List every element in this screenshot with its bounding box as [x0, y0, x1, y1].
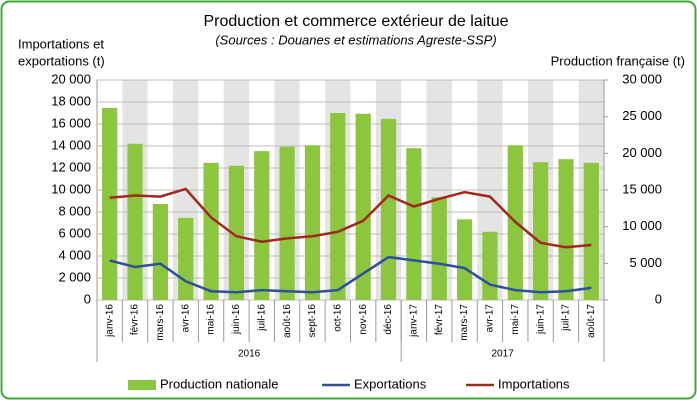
bar	[203, 162, 219, 300]
x-tick-label: avr-17	[485, 304, 496, 333]
y2-tick-label: 30 000	[622, 71, 662, 86]
bar	[279, 146, 295, 300]
y-tick-label: 16 000	[51, 115, 91, 130]
x-tick-label: mars-17	[459, 304, 470, 341]
y-tick-label: 6 000	[58, 225, 91, 240]
x-tick-label: janv-17	[409, 304, 420, 338]
y-tick-label: 12 000	[51, 159, 91, 174]
legend-label: Production nationale	[160, 376, 279, 391]
y-axis-label: exportations (t)	[18, 53, 105, 68]
y2-axis-label: Production française (t)	[551, 53, 685, 68]
chart-subtitle: (Sources : Douanes et estimations Agrest…	[215, 32, 496, 47]
x-tick-label: juin-16	[231, 304, 242, 335]
legend-swatch	[128, 380, 156, 390]
x-tick-label: févr-16	[130, 304, 141, 336]
bar	[355, 113, 371, 300]
bar	[127, 143, 143, 300]
x-tick-label: déc-16	[383, 304, 394, 335]
x-tick-label: juil-16	[256, 304, 267, 332]
bar	[152, 203, 168, 300]
chart-title: Production et commerce extérieur de lait…	[203, 13, 508, 30]
y2-tick-label: 15 000	[622, 181, 662, 196]
legend-label: Exportations	[354, 376, 427, 391]
x-tick-label: janv-16	[104, 304, 115, 338]
x-tick-label: nov-16	[358, 304, 369, 335]
y-tick-label: 8 000	[58, 203, 91, 218]
x-tick-label: août-17	[586, 304, 597, 338]
y-tick-label: 14 000	[51, 137, 91, 152]
y2-tick-label: 25 000	[622, 108, 662, 123]
x-tick-label: oct-16	[332, 304, 343, 332]
bar	[558, 159, 574, 300]
x-tick-label: mai-16	[206, 304, 217, 335]
bar	[533, 162, 549, 300]
x-tick-label: févr-17	[434, 304, 445, 336]
y-tick-label: 4 000	[58, 247, 91, 262]
bar	[380, 118, 397, 300]
y-axis-label: Importations et	[18, 36, 104, 51]
x-tick-label: juin-17	[535, 304, 546, 335]
legend-label: Importations	[498, 376, 570, 391]
bar	[254, 151, 270, 300]
y2-tick-label: 20 000	[622, 145, 662, 160]
y-tick-label: 18 000	[51, 93, 91, 108]
y-tick-label: 0	[84, 291, 91, 306]
x-tick-label: juil-17	[561, 304, 572, 332]
bar	[102, 107, 118, 300]
bar	[406, 148, 422, 300]
bar	[583, 162, 599, 300]
y-tick-label: 20 000	[51, 71, 91, 86]
line	[109, 255, 592, 294]
y-tick-label: 2 000	[58, 269, 91, 284]
bar	[304, 145, 321, 300]
y2-tick-label: 0	[655, 291, 662, 306]
x-tick-label: sept-16	[307, 304, 318, 338]
x-tick-label: août-16	[282, 304, 293, 338]
bar	[482, 231, 498, 300]
y2-tick-label: 5 000	[629, 255, 662, 270]
y-tick-label: 10 000	[51, 181, 91, 196]
year-label: 2017	[491, 349, 514, 360]
bar	[228, 165, 245, 300]
bar	[178, 217, 194, 300]
y2-tick-label: 10 000	[622, 218, 662, 233]
x-tick-label: mai-17	[510, 304, 521, 335]
x-tick-label: mars-16	[155, 304, 166, 341]
year-label: 2016	[238, 349, 261, 360]
bar	[330, 113, 346, 300]
x-tick-label: avr-16	[180, 304, 191, 333]
bar	[456, 219, 473, 300]
line	[109, 187, 592, 249]
bar	[431, 197, 447, 300]
